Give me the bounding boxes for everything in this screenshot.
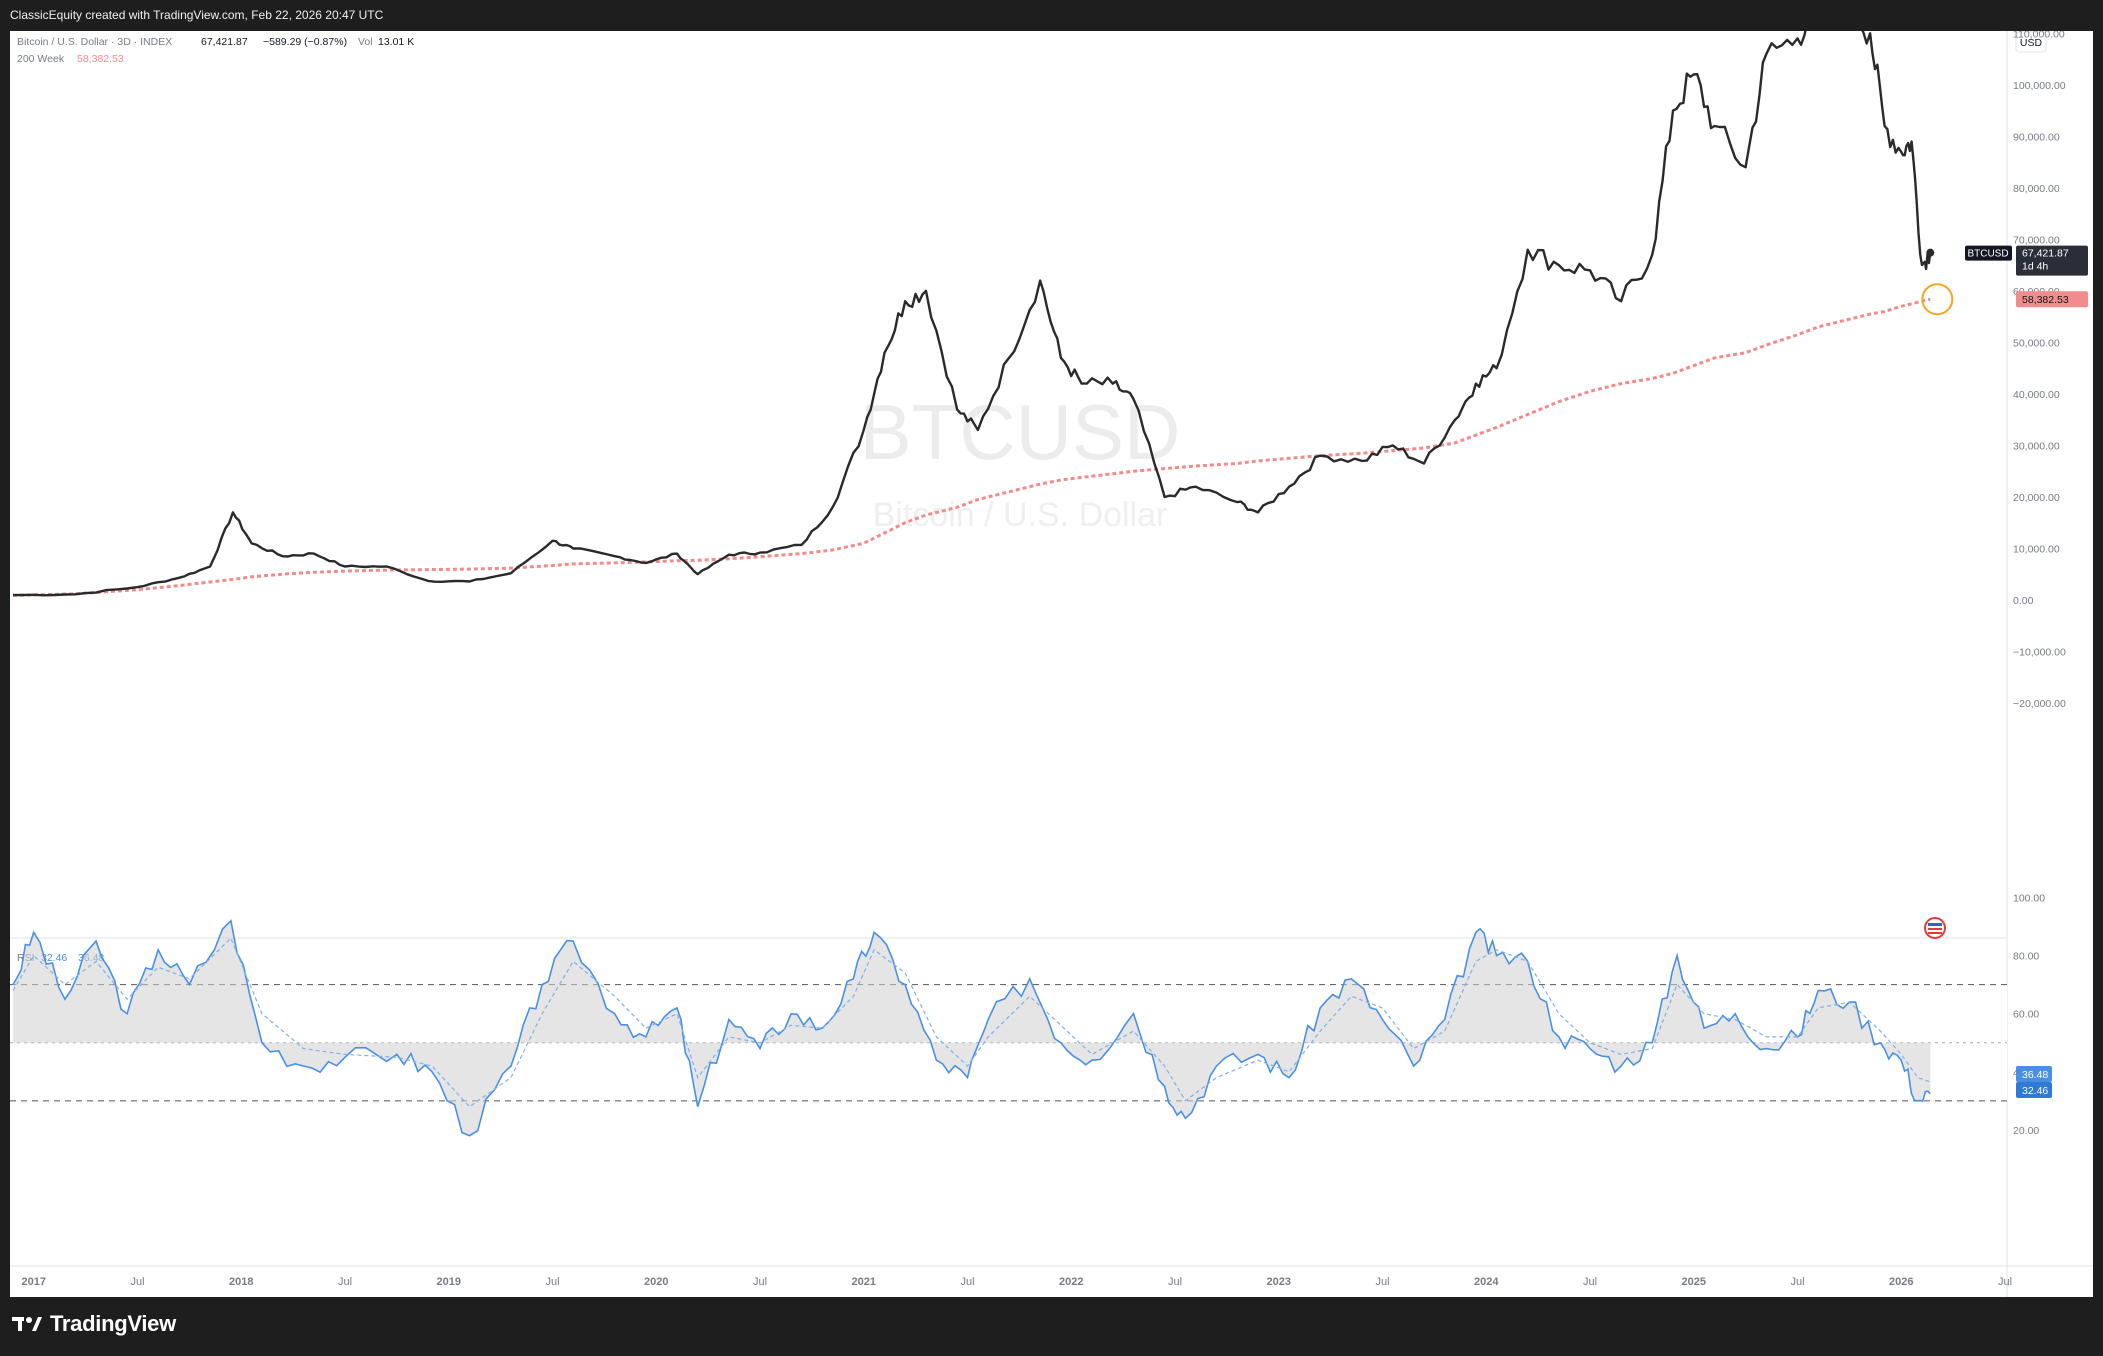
ma-tag-value: 58,382.53 [2022, 294, 2069, 306]
price-tag-countdown: 1d 4h [2022, 261, 2048, 273]
time-axis-label: 2026 [1889, 1276, 1913, 1288]
time-axis-label: 2018 [229, 1276, 253, 1288]
legend-ma-label: 200 Week [17, 53, 65, 65]
legend: Bitcoin / U.S. Dollar · 3D · INDEX 67,42… [17, 36, 414, 964]
tradingview-logo-icon [12, 1317, 42, 1331]
time-axis-label: 2023 [1267, 1276, 1291, 1288]
time-axis-label: Jul [753, 1276, 767, 1288]
price-axis-label: 0.00 [2013, 595, 2034, 607]
price-axis-label: 80,000.00 [2013, 183, 2060, 195]
legend-vol-value: 13.01 K [378, 36, 414, 48]
brand-name: TradingView [50, 1311, 176, 1336]
price-tag-value: 67,421.87 [2022, 248, 2069, 260]
price-axis-label: −10,000.00 [2013, 647, 2066, 659]
legend-vol-label: Vol [358, 36, 373, 48]
time-axis-label: Jul [960, 1276, 974, 1288]
watermark-name: Bitcoin / U.S. Dollar [873, 496, 1168, 534]
time-axis-label: 2020 [644, 1276, 668, 1288]
time-axis: 2017 Jul 2018 Jul 2019 Jul 2020 Jul 2021 Jul 2022 J… [22, 1276, 2013, 1288]
ma-line [12, 297, 1931, 597]
tradingview-brand[interactable]: TradingView [12, 1311, 176, 1337]
time-axis-label: 2017 [22, 1276, 46, 1288]
rsi-tags: 36.48 32.46 [2016, 1066, 2052, 1099]
time-axis-label: 2022 [1059, 1276, 1083, 1288]
time-axis-label: Jul [1168, 1276, 1182, 1288]
time-axis-label: Jul [1375, 1276, 1389, 1288]
ma-tag: 58,382.53 [2016, 291, 2088, 308]
price-tag-symbol: BTCUSD [1967, 249, 2008, 260]
price-axis-label: −20,000.00 [2013, 698, 2066, 710]
rsi-ma-tag: 36.48 [2022, 1069, 2048, 1081]
time-axis-label: 2025 [1682, 1276, 1706, 1288]
legend-symbol: Bitcoin / U.S. Dollar · 3D · INDEX [17, 36, 172, 48]
price-axis-label: 40,000.00 [2013, 389, 2060, 401]
chart-frame: BTCUSD Bitcoin / U.S. Dollar Bitcoin / U… [10, 0, 2093, 1297]
time-axis-label: Jul [338, 1276, 352, 1288]
legend-ma-value: 58,382.53 [77, 53, 124, 65]
rsi-line [12, 919, 1931, 1137]
time-axis-label: Jul [1998, 1276, 2012, 1288]
rsi-axis-label: 60.00 [2013, 1009, 2039, 1021]
time-axis-label: 2021 [852, 1276, 876, 1288]
series-layer [12, 0, 1935, 1137]
rsi-fill [13, 920, 1931, 1136]
highlight-circle [1921, 283, 1954, 316]
price-tag: BTCUSD 67,421.87 1d 4h [1965, 245, 2088, 276]
chart-credit: ClassicEquity created with TradingView.c… [10, 8, 384, 22]
rsi-axis-label: 20.00 [2013, 1125, 2039, 1137]
time-axis-label: 2024 [1474, 1276, 1499, 1288]
rsi-axis-label: 100.00 [2013, 893, 2045, 905]
time-axis-label: Jul [130, 1276, 144, 1288]
currency-button[interactable]: USD [2015, 31, 2047, 53]
currency-label: USD [2020, 37, 2043, 49]
rsi-legend-value: 32.46 [41, 952, 67, 964]
watermark-symbol: BTCUSD [860, 388, 1181, 476]
price-axis-label: 100,000.00 [2013, 80, 2066, 92]
flag-icon[interactable] [1924, 917, 1946, 939]
price-axis-label: 90,000.00 [2013, 131, 2060, 143]
legend-last: 67,421.87 [201, 36, 248, 48]
price-axis-label: 20,000.00 [2013, 492, 2060, 504]
price-axis-label: 50,000.00 [2013, 337, 2060, 349]
time-axis-label: Jul [1790, 1276, 1804, 1288]
chart-canvas[interactable]: BTCUSD Bitcoin / U.S. Dollar Bitcoin / U… [10, 0, 2093, 1297]
last-price-dot [1926, 248, 1935, 257]
price-axis-label: 70,000.00 [2013, 234, 2060, 246]
price-axis: 140,000.00130,000.00120,000.00110,000.00… [2013, 28, 2066, 710]
price-line [12, 0, 1932, 597]
rsi-axis-label: 80.00 [2013, 951, 2039, 963]
rsi-tag: 32.46 [2022, 1085, 2048, 1097]
footer: TradingView [0, 1297, 2103, 1356]
time-axis-label: 2019 [437, 1276, 461, 1288]
time-axis-label: Jul [545, 1276, 559, 1288]
time-axis-label: Jul [1583, 1276, 1597, 1288]
price-axis-label: 110,000.00 [2013, 31, 2065, 40]
price-axis-label: 10,000.00 [2013, 543, 2060, 555]
price-axis-label: 30,000.00 [2013, 440, 2060, 452]
legend-change: −589.29 (−0.87%) [263, 36, 347, 48]
